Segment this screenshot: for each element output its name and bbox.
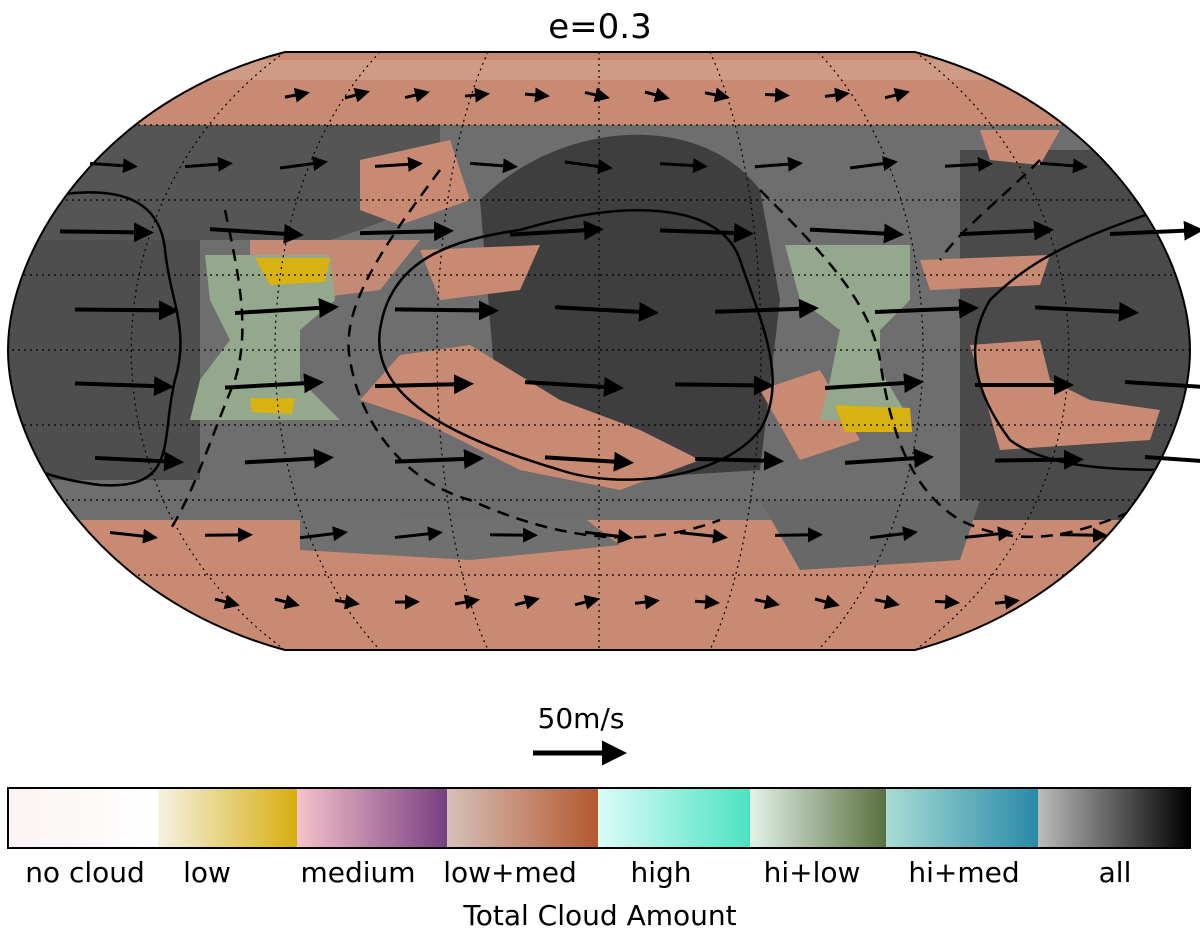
wind-arrow (184, 156, 233, 172)
wind-arrow (809, 223, 904, 244)
wind-arrow (694, 594, 720, 610)
wind-arrow (659, 158, 708, 174)
wind-arrow (874, 594, 900, 610)
wind-arrow (814, 594, 840, 610)
colorbar-label: hi+med (908, 856, 1019, 889)
wind-arrow (574, 594, 600, 610)
wind-arrow (274, 594, 300, 610)
wind-arrow (884, 87, 910, 103)
wind-arrow (849, 156, 898, 172)
wind-arrow (374, 374, 474, 395)
wind-arrow (59, 222, 154, 243)
wind-arrow (109, 528, 158, 544)
wind-arrow (679, 528, 728, 544)
wind-arrow (224, 373, 324, 394)
wind-arrow (344, 87, 370, 103)
colorbar-label: low+med (443, 856, 577, 889)
wind-arrow (774, 527, 823, 543)
wind-arrow (1059, 527, 1108, 543)
wind-arrow (544, 451, 634, 472)
wind-arrow (944, 156, 993, 172)
wind-arrow (754, 594, 780, 610)
wind-arrow (554, 301, 659, 322)
wind-arrow (74, 376, 174, 397)
wind-arrow (74, 300, 179, 321)
wind-arrow (674, 375, 774, 396)
colorbar-label: all (1099, 856, 1132, 889)
wind-arrow (279, 156, 328, 172)
wind-arrow (824, 373, 924, 393)
wind-arrow (374, 156, 423, 172)
colorbar (7, 787, 1191, 849)
scale-label: 50m/s (538, 702, 625, 735)
wind-arrow (489, 527, 538, 543)
wind-arrow (1124, 380, 1200, 389)
wind-arrow (934, 594, 960, 610)
wind-arrow (469, 158, 518, 174)
wind-arrow (284, 87, 310, 103)
wind-arrow (874, 298, 979, 319)
wind-arrow (214, 594, 240, 610)
wind-arrow (964, 526, 1013, 542)
wind-arrow (1144, 455, 1200, 463)
colorbar-title: Total Cloud Amount (462, 899, 736, 932)
wind-arrow (524, 376, 624, 397)
wind-arrow (584, 87, 610, 103)
colorbar-labels: no cloud low medium low+med high hi+low hi+med… (25, 856, 1131, 889)
wind-arrow (754, 156, 803, 172)
wind-arrow (334, 594, 360, 610)
wind-arrow (524, 87, 550, 103)
map-title: e=0.3 (548, 7, 651, 47)
wind-arrow (1039, 158, 1088, 174)
wind-arrow (359, 221, 454, 242)
wind-arrow (394, 300, 499, 321)
wind-arrow (959, 220, 1054, 241)
wind-arrow (234, 297, 339, 318)
wind-arrow (394, 526, 443, 542)
wind-arrow (994, 449, 1084, 470)
wind-arrow (694, 450, 784, 471)
wind-arrow (564, 158, 613, 174)
wind-arrow (714, 298, 819, 319)
wind-arrow (704, 87, 730, 103)
wind-arrow (869, 526, 918, 542)
wind-vectors (59, 87, 1200, 610)
wind-arrow (994, 594, 1020, 610)
wind-arrow (584, 528, 633, 544)
wind-arrow (209, 223, 304, 244)
wind-arrow (844, 448, 934, 469)
wind-arrow (464, 87, 490, 103)
colorbar-label: hi+low (764, 856, 861, 889)
wind-arrow (244, 448, 334, 469)
wind-arrow (824, 87, 850, 103)
wind-arrow (404, 87, 430, 103)
cloud-field (8, 52, 1190, 650)
map-boundary (6, 51, 1192, 651)
colorbar-label: high (630, 856, 691, 889)
wind-arrow (89, 158, 138, 174)
colorbar-label: low (183, 856, 231, 889)
wind-arrow (514, 594, 540, 610)
wind-arrow (454, 594, 480, 610)
wind-arrow (659, 223, 754, 244)
wind-arrow (764, 87, 790, 103)
wind-arrow (1034, 301, 1139, 322)
wind-arrow (94, 451, 184, 472)
wind-arrow (299, 526, 348, 542)
colorbar-label: medium (300, 856, 415, 889)
wind-arrow (509, 220, 604, 241)
wind-arrow (394, 449, 484, 469)
wind-arrow (644, 87, 670, 103)
colorbar-label: no cloud (25, 856, 145, 889)
wind-arrow (634, 594, 660, 610)
